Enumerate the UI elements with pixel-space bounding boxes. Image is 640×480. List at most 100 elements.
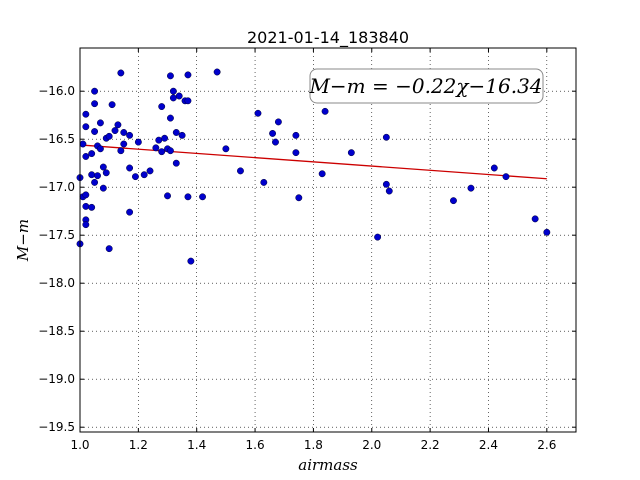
data-point	[117, 147, 125, 155]
y-axis-label: M−m	[14, 219, 32, 262]
chart-title: 2021-01-14_183840	[247, 28, 409, 48]
y-tick-label: −18.5	[38, 324, 75, 338]
annotation-box	[309, 68, 544, 104]
y-tick-label: −19.5	[38, 420, 75, 434]
data-point	[91, 87, 99, 95]
data-point	[155, 136, 163, 144]
data-point	[79, 140, 87, 148]
data-point	[172, 159, 180, 167]
fit-annotation: M−m = −0.22χ−16.34	[308, 68, 544, 104]
grid	[79, 48, 576, 432]
data-point	[260, 178, 268, 186]
data-point	[117, 69, 125, 77]
data-point	[134, 138, 142, 146]
data-point	[166, 72, 174, 80]
x-tick-label: 2.2	[421, 438, 440, 452]
data-point	[187, 257, 195, 265]
data-point	[385, 187, 393, 195]
data-point	[88, 171, 96, 179]
data-point	[543, 228, 551, 236]
data-point	[213, 68, 221, 76]
data-point	[88, 203, 96, 211]
data-point	[126, 208, 134, 216]
data-point	[450, 197, 457, 205]
data-point	[96, 119, 104, 127]
data-point	[272, 138, 279, 146]
data-point	[166, 147, 174, 155]
data-point	[178, 131, 186, 139]
data-point	[295, 194, 303, 202]
data-point	[269, 129, 277, 137]
x-axis-label: airmass	[298, 456, 358, 474]
data-point	[169, 94, 177, 102]
data-point	[108, 101, 116, 109]
data-point	[164, 192, 171, 200]
data-point	[184, 193, 192, 201]
y-tick-label: −18.0	[38, 276, 75, 290]
data-point	[382, 133, 390, 141]
plot-area	[80, 48, 576, 432]
data-point	[111, 127, 119, 135]
data-point	[105, 132, 113, 140]
data-point	[120, 140, 128, 148]
y-tick-label: −17.0	[38, 180, 75, 194]
x-axis-ticks: 1.0 1.2 1.4 1.6 1.8 2.0 2.2 2.4 2.6	[70, 48, 556, 452]
data-point	[161, 134, 169, 142]
data-point	[274, 118, 282, 126]
data-point	[91, 100, 99, 108]
data-point	[321, 107, 329, 115]
data-point	[531, 215, 539, 223]
x-tick-label: 2.0	[362, 438, 381, 452]
x-tick-label: 1.8	[304, 438, 323, 452]
data-point	[94, 172, 101, 180]
x-tick-label: 1.0	[70, 438, 89, 452]
data-point	[102, 169, 110, 177]
data-point	[82, 110, 90, 118]
data-point	[158, 148, 166, 156]
y-tick-label: −16.0	[38, 84, 75, 98]
data-point	[88, 150, 96, 158]
data-point	[184, 71, 192, 79]
data-point	[105, 245, 113, 253]
data-point	[374, 233, 382, 241]
data-point	[502, 173, 510, 181]
data-point	[96, 145, 104, 153]
data-point	[184, 97, 192, 105]
data-point	[347, 149, 355, 157]
data-point	[158, 103, 166, 111]
data-point	[222, 145, 230, 153]
data-point	[172, 129, 180, 136]
x-tick-label: 1.2	[129, 438, 148, 452]
data-point	[140, 171, 148, 179]
data-point	[99, 163, 107, 171]
data-point	[82, 221, 90, 229]
data-point	[169, 87, 177, 95]
data-point	[82, 202, 90, 210]
x-tick-label: 1.6	[246, 438, 265, 452]
data-point	[254, 109, 262, 117]
data-point	[120, 129, 128, 136]
y-axis-ticks: −16.0 −16.5 −17.0 −17.5 −18.0 −18.5 −19.0 −19.5	[38, 84, 576, 434]
data-points	[76, 68, 551, 265]
data-point	[99, 184, 107, 192]
data-point	[91, 128, 99, 135]
data-point	[166, 114, 174, 122]
data-point	[152, 144, 160, 152]
data-point	[292, 131, 300, 139]
data-point	[131, 173, 139, 181]
data-point	[82, 153, 90, 160]
data-point	[318, 170, 326, 178]
data-point	[146, 167, 154, 175]
data-point	[126, 131, 134, 139]
data-point	[114, 121, 122, 129]
y-tick-label: −16.5	[38, 132, 75, 146]
data-point	[199, 193, 206, 201]
data-point	[490, 164, 498, 172]
data-point	[82, 123, 90, 131]
data-point	[126, 164, 134, 172]
x-tick-label: 1.4	[187, 438, 206, 452]
data-point	[91, 178, 99, 186]
data-point	[382, 180, 390, 188]
x-tick-label: 2.6	[537, 438, 556, 452]
